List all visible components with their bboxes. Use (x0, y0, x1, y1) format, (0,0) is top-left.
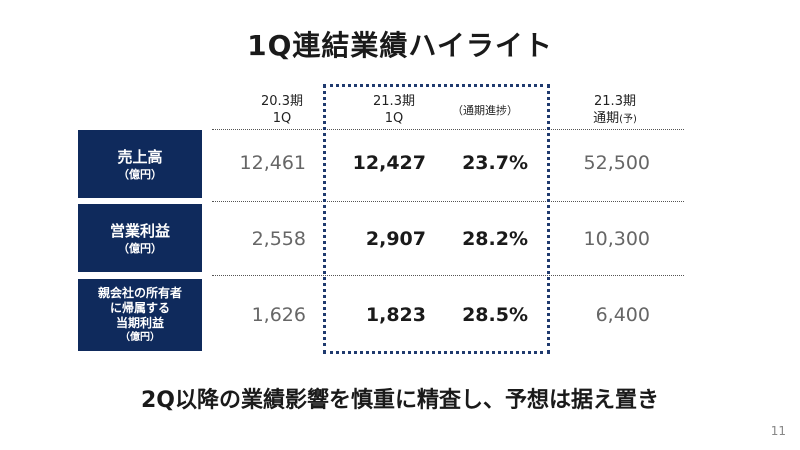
row-label-net-income-line2: に帰属する (109, 301, 170, 315)
column-header-prev: 20.3期 1Q (250, 93, 314, 127)
column-header-forecast-line2: 通期 (593, 111, 620, 126)
row-label-net-income-unit: （億円） (120, 332, 160, 343)
column-header-progress: （通期進捗） (452, 104, 518, 117)
row-label-sales-text: 売上高 (117, 147, 163, 166)
operating-profit-forecast-value: 10,300 (583, 228, 650, 250)
row-label-net-income-line1: 親会社の所有者 (97, 286, 182, 300)
row-separator-2 (212, 275, 684, 276)
column-header-prev-line2: 1Q (272, 111, 292, 126)
row-separator-top (212, 129, 684, 130)
column-header-forecast-suffix: (予) (619, 114, 637, 125)
net-income-prev-value: 1,626 (251, 304, 306, 326)
sales-current-value: 12,427 (352, 152, 426, 174)
row-label-operating-profit: 営業利益 （億円） (78, 204, 202, 272)
operating-profit-current-value: 2,907 (365, 228, 426, 250)
row-label-net-income-line3: 当期利益 (115, 316, 164, 330)
row-label-sales-unit: （億円） (118, 167, 162, 181)
row-label-net-income: 親会社の所有者 に帰属する 当期利益 （億円） (78, 279, 202, 351)
sales-forecast-value: 52,500 (583, 152, 650, 174)
operating-profit-prev-value: 2,558 (251, 228, 306, 250)
column-header-forecast-line2-wrap: 通期(予) (580, 110, 650, 128)
sales-prev-value: 12,461 (239, 152, 306, 174)
operating-profit-progress-value: 28.2% (462, 228, 528, 250)
column-header-current: 21.3期 1Q (362, 93, 426, 127)
row-separator-1 (212, 201, 684, 202)
net-income-progress-value: 28.5% (462, 304, 528, 326)
column-header-prev-line1: 20.3期 (261, 94, 303, 109)
column-header-forecast-line1: 21.3期 (594, 94, 636, 109)
column-header-forecast: 21.3期 通期(予) (580, 93, 650, 128)
row-label-operating-profit-text: 営業利益 (109, 221, 170, 240)
net-income-current-value: 1,823 (365, 304, 426, 326)
slide-title: 1Q連結業績ハイライト (247, 29, 553, 62)
current-period-highlight-frame (323, 84, 550, 354)
sales-progress-value: 23.7% (462, 152, 528, 174)
footer-message: 2Q以降の業績影響を慎重に精査し、予想は据え置き (140, 388, 659, 413)
row-label-operating-profit-unit: （億円） (118, 241, 162, 255)
page-number: 11 (770, 424, 786, 438)
row-label-sales: 売上高 （億円） (78, 130, 202, 198)
column-header-current-line2: 1Q (384, 111, 404, 126)
net-income-forecast-value: 6,400 (595, 304, 650, 326)
column-header-current-line1: 21.3期 (373, 94, 415, 109)
